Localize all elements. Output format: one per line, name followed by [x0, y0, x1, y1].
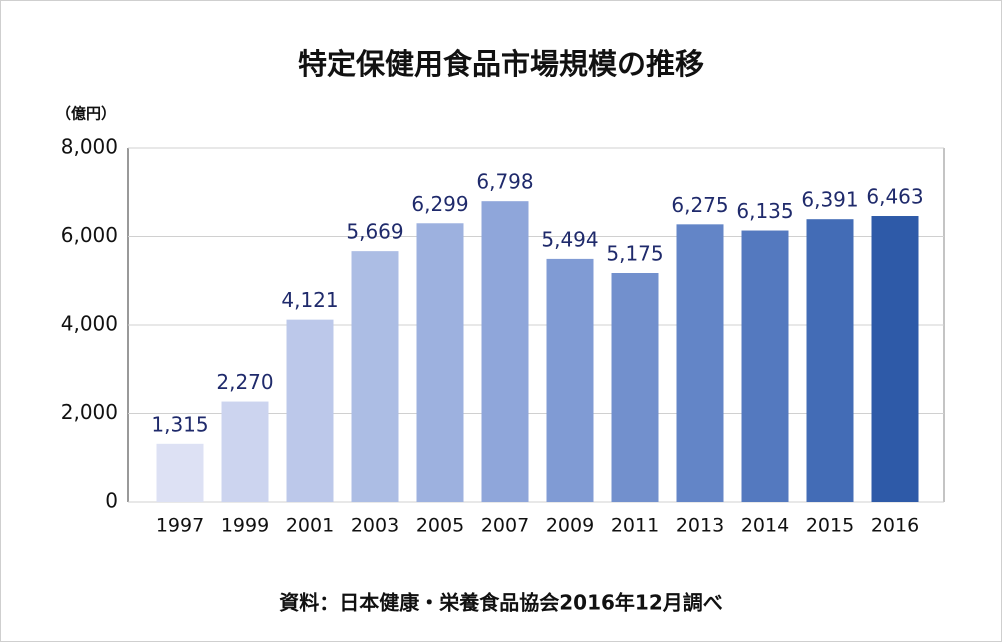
- value-label: 6,275: [671, 193, 728, 217]
- bar: [351, 251, 399, 502]
- value-label: 2,270: [216, 370, 273, 394]
- bar: [546, 258, 594, 502]
- value-label: 6,391: [801, 188, 858, 212]
- bar: [741, 230, 789, 502]
- y-tick-label: 2,000: [61, 400, 118, 424]
- bar: [416, 223, 464, 502]
- x-tick-label: 2011: [611, 515, 659, 537]
- value-label: 5,494: [541, 227, 598, 251]
- bar: [286, 319, 334, 502]
- bar: [806, 219, 854, 503]
- x-tick-label: 2014: [741, 515, 789, 537]
- x-tick-label: 2016: [871, 515, 919, 537]
- value-label: 6,299: [411, 192, 468, 216]
- x-tick-label: 2013: [676, 515, 724, 537]
- value-label: 5,175: [606, 242, 663, 266]
- chart-title: 特定保健用食品市場規模の推移: [298, 47, 704, 81]
- value-label: 6,798: [476, 170, 533, 194]
- x-tick-label: 2007: [481, 515, 529, 537]
- x-tick-label: 1999: [221, 515, 269, 537]
- value-label: 5,669: [346, 220, 403, 244]
- x-tick-label: 2001: [286, 515, 334, 537]
- bar: [156, 443, 204, 502]
- value-label: 6,463: [866, 185, 923, 209]
- y-axis-label: （億円）: [56, 105, 116, 123]
- y-tick-label: 6,000: [61, 223, 118, 247]
- x-tick-label: 2015: [806, 515, 854, 537]
- bar: [611, 273, 659, 502]
- bar: [481, 201, 529, 502]
- y-tick-label: 8,000: [61, 135, 118, 159]
- bar: [871, 216, 919, 502]
- x-tick-label: 2009: [546, 515, 594, 537]
- y-tick-label: 0: [105, 489, 118, 513]
- bar: [221, 401, 269, 502]
- x-tick-label: 2003: [351, 515, 399, 537]
- value-label: 1,315: [151, 412, 208, 436]
- source-note: 資料：日本健康・栄養食品協会2016年12月調べ: [279, 591, 723, 615]
- y-tick-label: 4,000: [61, 312, 118, 336]
- x-tick-label: 2005: [416, 515, 464, 537]
- value-label: 6,135: [736, 199, 793, 223]
- value-label: 4,121: [281, 288, 338, 312]
- bar: [676, 224, 724, 503]
- x-tick-label: 1997: [156, 515, 204, 537]
